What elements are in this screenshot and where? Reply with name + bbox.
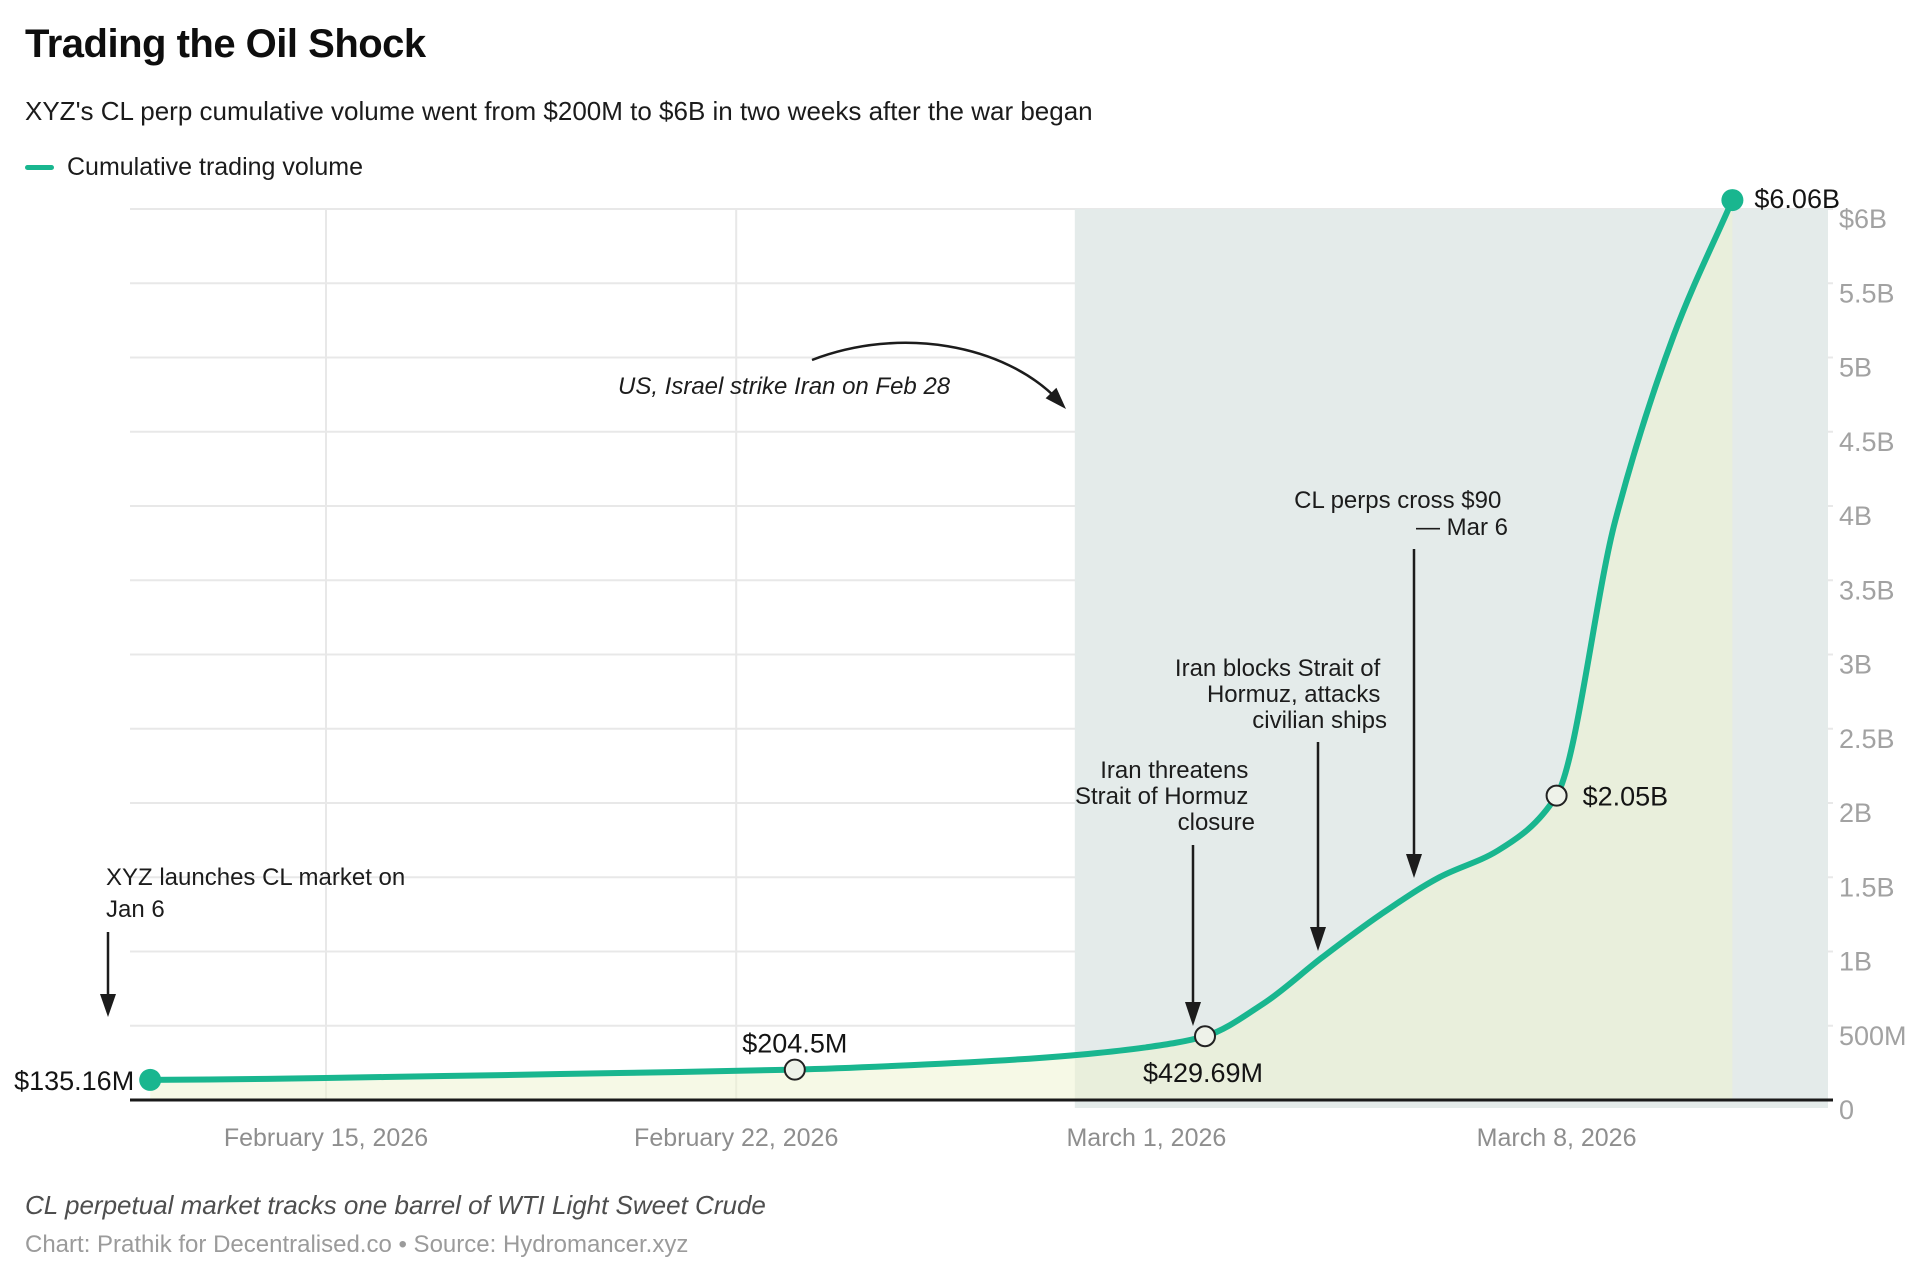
line-series-cumulative-volume <box>147 197 1736 1083</box>
down-arrow-xyz-launch <box>100 932 116 1017</box>
x-tick-label: February 22, 2026 <box>634 1124 838 1152</box>
data-point-marker-open <box>1545 784 1568 807</box>
y-tick-label: 1B <box>1839 947 1872 977</box>
arrowhead-icon <box>1406 854 1422 878</box>
y-tick-label: 500M <box>1839 1021 1907 1051</box>
chart-credit: Chart: Prathik for Decentralised.co • So… <box>25 1231 689 1258</box>
y-tick-label: 2.5B <box>1839 724 1895 754</box>
y-tick-label: 1.5B <box>1839 872 1895 902</box>
line-series-layer <box>147 197 1736 1083</box>
annotation-line: Hormuz, attacks <box>1207 681 1380 708</box>
down-arrow-cl-perps <box>1406 549 1422 878</box>
annotation-cl-perps-cross-90: CL perps cross $90 — Mar 6 <box>1294 487 1508 541</box>
page-subtitle: XYZ's CL perp cumulative volume went fro… <box>25 96 1093 126</box>
curved-arrow-us-israel-strike <box>811 341 1066 409</box>
annotation-line: Iran blocks Strait of <box>1175 655 1381 682</box>
y-tick-label: 4B <box>1839 501 1872 531</box>
legend-swatch <box>25 165 54 170</box>
chart-footnote: CL perpetual market tracks one barrel of… <box>25 1190 766 1220</box>
data-point-markers-layer: $135.16M $204.5M $429.69M $2.05B $6.06B <box>14 184 1840 1096</box>
annotation-xyz-launch: XYZ launches CL market on Jan 6 <box>106 864 412 923</box>
data-point-marker-filled <box>1721 189 1744 212</box>
area-fill-layer <box>150 200 1733 1101</box>
arrowhead-icon <box>1045 387 1066 409</box>
value-label: $429.69M <box>1143 1058 1263 1088</box>
area-fill <box>150 200 1733 1101</box>
y-tick-label: 5.5B <box>1839 278 1895 308</box>
x-tick-label: March 8, 2026 <box>1477 1124 1637 1152</box>
annotation-line: Iran threatens <box>1100 757 1248 784</box>
annotation-iran-threatens: Iran threatens Strait of Hormuz closure <box>1075 757 1255 836</box>
annotation-line: closure <box>1178 809 1255 836</box>
y-tick-label: 0 <box>1839 1095 1854 1125</box>
annotation-iran-blocks: Iran blocks Strait of Hormuz, attacks ci… <box>1175 655 1387 734</box>
annotation-line: Jan 6 <box>106 896 165 923</box>
data-point-marker-open <box>1194 1025 1216 1048</box>
y-tick-label: 3B <box>1839 650 1872 680</box>
tick-labels-layer: February 15, 2026 February 22, 2026 March … <box>224 204 1907 1152</box>
annotation-line: — Mar 6 <box>1416 514 1508 541</box>
y-tick-label: 3.5B <box>1839 575 1895 605</box>
y-tick-label: 5B <box>1839 353 1872 383</box>
page-title: Trading the Oil Shock <box>25 22 426 66</box>
value-label: $204.5M <box>742 1029 847 1059</box>
annotation-line: XYZ launches CL market on <box>106 864 405 891</box>
data-point-marker-filled <box>139 1068 162 1091</box>
down-arrow-iran-threatens <box>1185 845 1201 1026</box>
y-tick-label: 2B <box>1839 798 1872 828</box>
annotation-line: Strait of Hormuz <box>1075 783 1248 810</box>
value-label: $135.16M <box>14 1066 134 1096</box>
annotation-line: CL perps cross $90 <box>1294 487 1501 514</box>
annotations-layer: XYZ launches CL market on Jan 6 US, Isra… <box>100 341 1508 1026</box>
arrowhead-icon <box>100 994 116 1017</box>
data-point-marker-open <box>783 1058 806 1081</box>
value-label: $6.06B <box>1754 184 1840 214</box>
annotation-line: civilian ships <box>1252 707 1387 734</box>
annotation-us-israel-strike: US, Israel strike Iran on Feb 28 <box>618 373 951 400</box>
arrowhead-icon <box>1310 927 1326 951</box>
value-label: $2.05B <box>1583 782 1669 812</box>
x-tick-label: February 15, 2026 <box>224 1124 428 1152</box>
down-arrow-iran-blocks <box>1310 742 1326 951</box>
legend: Cumulative trading volume <box>25 153 363 182</box>
arrowhead-icon <box>1185 1002 1201 1026</box>
y-tick-label: 4.5B <box>1839 427 1895 457</box>
y-tick-label: $6B <box>1839 204 1887 234</box>
legend-label: Cumulative trading volume <box>67 153 363 181</box>
x-tick-label: March 1, 2026 <box>1066 1124 1226 1152</box>
